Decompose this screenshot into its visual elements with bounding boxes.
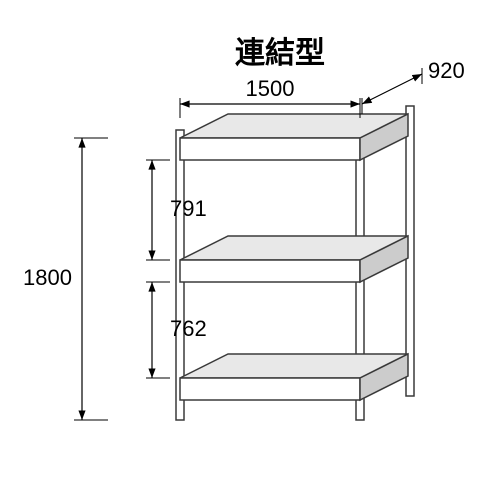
diagram-title: 連結型	[235, 28, 325, 72]
svg-text:920: 920	[428, 58, 465, 83]
svg-text:1800: 1800	[23, 265, 72, 290]
svg-text:1500: 1500	[246, 76, 295, 101]
svg-text:762: 762	[170, 316, 207, 341]
svg-text:791: 791	[170, 196, 207, 221]
shelf-diagram: 1500 920 1800 791 762	[0, 0, 500, 500]
